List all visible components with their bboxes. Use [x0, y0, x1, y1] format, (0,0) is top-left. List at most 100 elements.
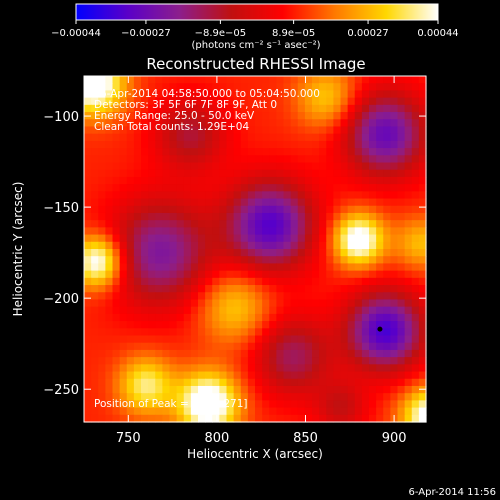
heatmap-cell: [240, 234, 249, 243]
heatmap-cell: [133, 400, 142, 409]
heatmap-cell: [340, 112, 349, 120]
heatmap-cell: [369, 234, 377, 243]
heatmap-cell: [183, 407, 192, 416]
heatmap-cell: [126, 140, 135, 149]
heatmap-cell: [141, 97, 149, 106]
heatmap-cell: [148, 249, 156, 257]
heatmap-cell: [169, 414, 178, 423]
heatmap-cell: [155, 249, 163, 257]
heatmap-cell: [354, 220, 363, 228]
heatmap-cell: [155, 155, 163, 164]
heatmap-cell: [226, 400, 235, 409]
heatmap-cell: [397, 249, 406, 257]
heatmap-cell: [397, 155, 406, 164]
colorbar-tick-label: −0.00044: [51, 28, 101, 39]
heatmap-cell: [283, 90, 292, 99]
heatmap-cell: [333, 414, 342, 423]
heatmap-cell: [319, 198, 327, 207]
heatmap-cell: [240, 140, 249, 149]
heatmap-cell: [304, 176, 313, 185]
heatmap-cell: [333, 393, 342, 401]
heatmap-cell: [155, 133, 163, 142]
heatmap-cell: [383, 364, 391, 373]
heatmap-cell: [155, 313, 163, 322]
heatmap-cell: [219, 140, 228, 149]
heatmap-cell: [247, 306, 256, 315]
heatmap-cell: [397, 162, 406, 171]
heatmap-cell: [226, 234, 235, 243]
heatmap-cell: [276, 76, 285, 84]
heatmap-cell: [162, 191, 171, 200]
heatmap-cell: [226, 364, 235, 373]
heatmap-cell: [240, 155, 249, 164]
heatmap-cell: [247, 263, 256, 272]
heatmap-cell: [297, 306, 306, 315]
heatmap-cell: [390, 155, 399, 164]
heatmap-cell: [183, 191, 192, 200]
heatmap-cell: [105, 140, 114, 149]
heatmap-cell: [312, 126, 320, 135]
peak-label: Position of Peak = [798,-271]: [94, 398, 248, 410]
heatmap-cell: [397, 335, 406, 344]
heatmap-cell: [397, 191, 406, 200]
heatmap-cell: [326, 155, 334, 164]
heatmap-cell: [84, 220, 92, 228]
heatmap-cell: [297, 407, 306, 416]
heatmap-cell: [276, 148, 285, 156]
heatmap-cell: [276, 104, 285, 113]
heatmap-cell: [347, 97, 356, 106]
heatmap-cell: [361, 227, 370, 236]
heatmap-cell: [212, 191, 220, 200]
heatmap-cell: [219, 234, 228, 243]
heatmap-cell: [233, 191, 242, 200]
heatmap-cell: [226, 133, 235, 142]
heatmap-cell: [262, 83, 270, 92]
heatmap-cell: [383, 76, 391, 84]
heatmap-cell: [283, 378, 292, 387]
heatmap-cell: [361, 176, 370, 185]
heatmap-cell: [205, 220, 213, 228]
heatmap-cell: [376, 76, 384, 84]
heatmap-cell: [212, 126, 220, 135]
heatmap-cell: [333, 299, 342, 308]
heatmap-cell: [333, 342, 342, 351]
heatmap-cell: [183, 342, 192, 351]
heatmap-cell: [269, 198, 277, 207]
heatmap-cell: [198, 414, 206, 423]
heatmap-cell: [205, 321, 213, 329]
heatmap-cell: [162, 321, 171, 329]
heatmap-cell: [219, 256, 228, 265]
heatmap-cell: [404, 292, 413, 301]
heatmap-cell: [297, 378, 306, 387]
heatmap-cell: [105, 313, 114, 322]
heatmap-cell: [283, 97, 292, 106]
heatmap-cell: [369, 227, 377, 236]
heatmap-cell: [283, 205, 292, 214]
heatmap-cell: [247, 155, 256, 164]
heatmap-cell: [162, 234, 171, 243]
heatmap-cell: [255, 385, 263, 394]
heatmap-cell: [141, 414, 149, 423]
heatmap-cell: [183, 292, 192, 301]
heatmap-cell: [190, 176, 199, 185]
heatmap-cell: [148, 270, 156, 279]
heatmap-cell: [276, 126, 285, 135]
heatmap-cell: [269, 292, 277, 301]
heatmap-cell: [269, 385, 277, 394]
heatmap-cell: [404, 212, 413, 221]
info-line: 6-Apr-2014 04:58:50.000 to 05:04:50.000: [100, 88, 320, 100]
heatmap-cell: [276, 234, 285, 243]
heatmap-cell: [233, 328, 242, 337]
heatmap-cell: [319, 364, 327, 373]
heatmap-cell: [205, 414, 213, 423]
heatmap-cell: [84, 162, 92, 171]
heatmap-cell: [219, 414, 228, 423]
heatmap-cell: [340, 220, 349, 228]
heatmap-cell: [105, 162, 114, 171]
heatmap-cell: [190, 104, 199, 113]
heatmap-cell: [376, 205, 384, 214]
heatmap-cell: [255, 357, 263, 365]
heatmap-cell: [198, 148, 206, 156]
heatmap-cell: [404, 140, 413, 149]
heatmap-cell: [219, 90, 228, 99]
